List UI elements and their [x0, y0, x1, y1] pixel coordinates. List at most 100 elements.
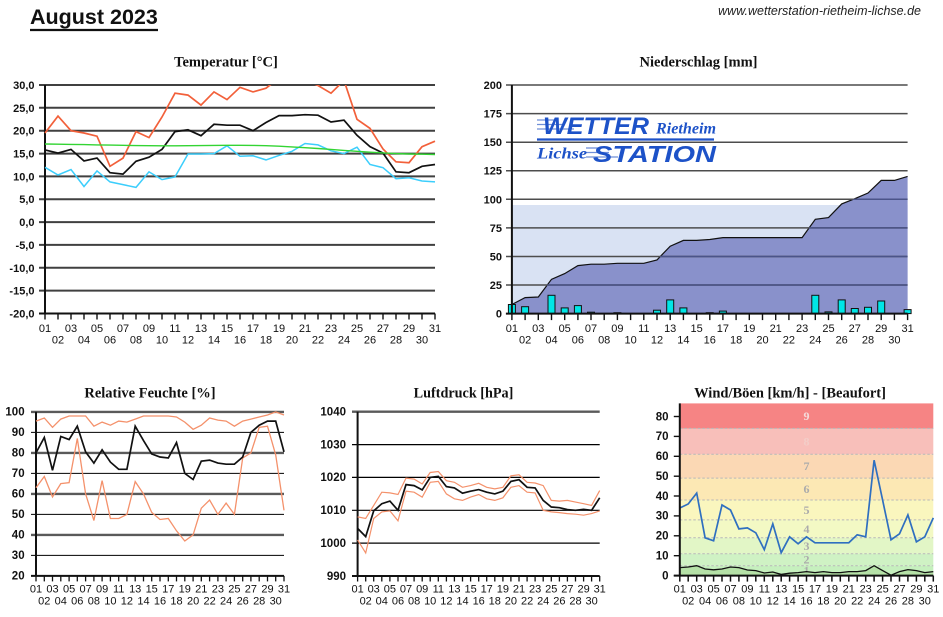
svg-text:11: 11 [638, 323, 649, 335]
svg-text:02: 02 [360, 596, 372, 608]
svg-text:Wind/Böen [km/h] - [Beaufort]: Wind/Böen [km/h] - [Beaufort] [694, 386, 886, 402]
svg-text:02: 02 [38, 596, 50, 608]
svg-text:10: 10 [156, 335, 168, 347]
svg-text:200: 200 [484, 80, 502, 92]
svg-text:26: 26 [237, 596, 249, 608]
svg-text:13: 13 [195, 323, 207, 335]
svg-text:27: 27 [561, 584, 573, 596]
svg-text:18: 18 [489, 596, 501, 608]
svg-text:15: 15 [221, 323, 233, 335]
svg-text:28: 28 [902, 596, 914, 608]
svg-text:06: 06 [71, 596, 83, 608]
svg-text:26: 26 [885, 596, 897, 608]
svg-text:02: 02 [52, 335, 64, 347]
svg-text:26: 26 [836, 335, 848, 347]
svg-text:24: 24 [868, 596, 880, 608]
svg-text:13: 13 [664, 323, 676, 335]
svg-text:Relative Feuchte [%]: Relative Feuchte [%] [84, 386, 215, 402]
svg-text:22: 22 [203, 596, 215, 608]
svg-text:07: 07 [724, 584, 736, 596]
svg-text:25: 25 [228, 584, 240, 596]
svg-text:75: 75 [490, 223, 502, 235]
svg-text:03: 03 [65, 323, 77, 335]
svg-text:12: 12 [767, 596, 779, 608]
svg-text:12: 12 [121, 596, 133, 608]
svg-text:7: 7 [804, 459, 810, 473]
svg-text:4: 4 [804, 522, 810, 536]
svg-text:01: 01 [506, 323, 518, 335]
svg-text:30: 30 [416, 335, 428, 347]
svg-text:12: 12 [440, 596, 452, 608]
svg-text:24: 24 [809, 335, 821, 347]
svg-text:05: 05 [91, 323, 103, 335]
svg-text:05: 05 [63, 584, 75, 596]
svg-text:06: 06 [392, 596, 404, 608]
svg-text:27: 27 [245, 584, 257, 596]
svg-text:STATION: STATION [593, 141, 716, 167]
svg-text:06: 06 [716, 596, 728, 608]
svg-text:17: 17 [717, 323, 729, 335]
svg-text:20,0: 20,0 [13, 126, 34, 138]
svg-text:WETTER: WETTER [543, 113, 650, 140]
svg-text:28: 28 [390, 335, 402, 347]
svg-text:10,0: 10,0 [13, 171, 34, 183]
svg-text:29: 29 [910, 584, 922, 596]
svg-text:29: 29 [875, 323, 887, 335]
svg-text:20: 20 [756, 335, 768, 347]
svg-text:11: 11 [113, 584, 124, 596]
svg-text:04: 04 [545, 335, 557, 347]
svg-text:30: 30 [12, 550, 25, 562]
svg-text:29: 29 [261, 584, 273, 596]
svg-text:27: 27 [849, 323, 861, 335]
svg-text:40: 40 [656, 491, 669, 503]
svg-text:04: 04 [78, 335, 90, 347]
svg-text:22: 22 [783, 335, 795, 347]
svg-text:21: 21 [843, 584, 855, 596]
svg-text:990: 990 [327, 571, 346, 583]
svg-text:22: 22 [521, 596, 533, 608]
svg-text:40: 40 [12, 530, 25, 542]
svg-text:10: 10 [104, 596, 116, 608]
svg-text:07: 07 [79, 584, 91, 596]
svg-text:20: 20 [656, 531, 669, 543]
svg-text:10: 10 [750, 596, 762, 608]
svg-text:31: 31 [901, 323, 913, 335]
svg-text:1020: 1020 [320, 472, 346, 484]
svg-text:31: 31 [429, 323, 441, 335]
svg-text:25: 25 [545, 584, 557, 596]
svg-text:50: 50 [12, 509, 25, 521]
svg-text:02: 02 [682, 596, 694, 608]
svg-text:28: 28 [569, 596, 581, 608]
svg-text:1: 1 [804, 564, 810, 578]
svg-text:08: 08 [130, 335, 142, 347]
svg-text:09: 09 [143, 323, 155, 335]
svg-text:20: 20 [505, 596, 517, 608]
svg-text:10: 10 [656, 551, 669, 563]
svg-text:01: 01 [674, 584, 686, 596]
svg-text:04: 04 [699, 596, 711, 608]
svg-text:13: 13 [129, 584, 141, 596]
svg-text:17: 17 [481, 584, 493, 596]
svg-text:10: 10 [624, 335, 636, 347]
svg-text:29: 29 [403, 323, 415, 335]
svg-text:19: 19 [497, 584, 509, 596]
svg-text:175: 175 [484, 109, 502, 121]
svg-text:15: 15 [690, 323, 702, 335]
svg-text:11: 11 [433, 584, 444, 596]
svg-text:03: 03 [691, 584, 703, 596]
svg-text:70: 70 [12, 468, 25, 480]
svg-text:70: 70 [656, 431, 669, 443]
svg-text:06: 06 [104, 335, 116, 347]
svg-text:24: 24 [537, 596, 549, 608]
svg-text:30: 30 [585, 596, 597, 608]
svg-text:12: 12 [182, 335, 194, 347]
svg-text:01: 01 [39, 323, 51, 335]
svg-text:29: 29 [577, 584, 589, 596]
svg-text:19: 19 [826, 584, 838, 596]
svg-text:31: 31 [927, 584, 939, 596]
svg-text:14: 14 [456, 596, 468, 608]
svg-text:80: 80 [12, 448, 25, 460]
svg-text:04: 04 [55, 596, 67, 608]
svg-text:01: 01 [30, 584, 42, 596]
svg-text:14: 14 [783, 596, 795, 608]
